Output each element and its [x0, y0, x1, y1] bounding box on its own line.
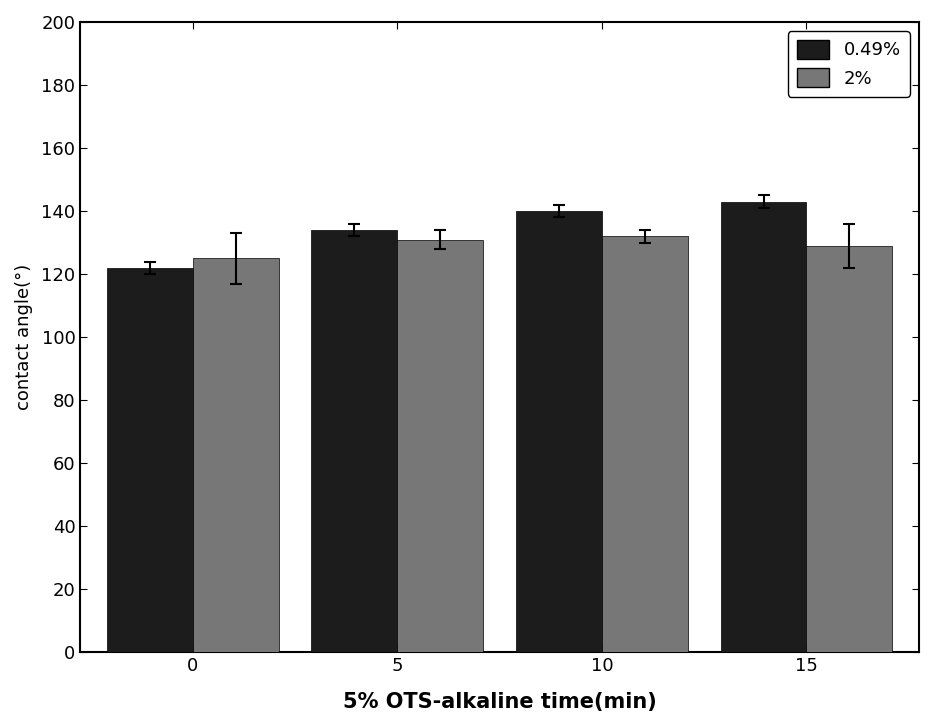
Bar [311, 230, 397, 652]
Bar [720, 201, 806, 652]
X-axis label: 5% OTS-alkaline time(min): 5% OTS-alkaline time(min) [343, 692, 657, 712]
Bar [106, 268, 192, 652]
Bar [516, 211, 601, 652]
Y-axis label: contact angle(°): contact angle(°) [15, 264, 33, 410]
Legend: 0.49%, 2%: 0.49%, 2% [788, 31, 910, 97]
Bar [192, 258, 278, 652]
Bar [397, 239, 483, 652]
Bar [806, 246, 892, 652]
Bar [601, 236, 687, 652]
